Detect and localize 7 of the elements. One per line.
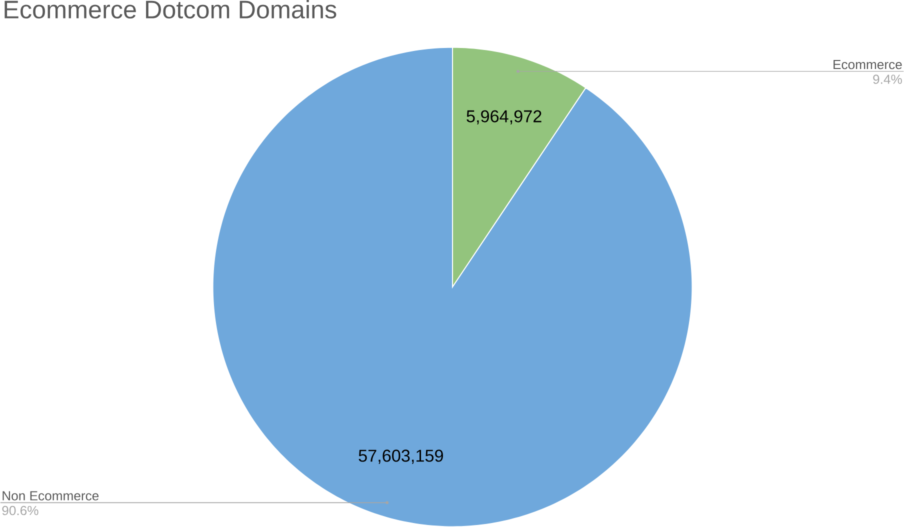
data-label: 5,964,972	[466, 110, 542, 124]
data-label: 57,603,159	[358, 450, 443, 464]
text: 9.4%	[873, 74, 902, 84]
text: 90.6%	[2, 506, 38, 516]
slice-label: Ecommerce	[834, 60, 902, 70]
slice-label: Non Ecommerce	[2, 491, 99, 500]
chart-title: Ecommerce Dotcom Domains	[4, 0, 336, 18]
